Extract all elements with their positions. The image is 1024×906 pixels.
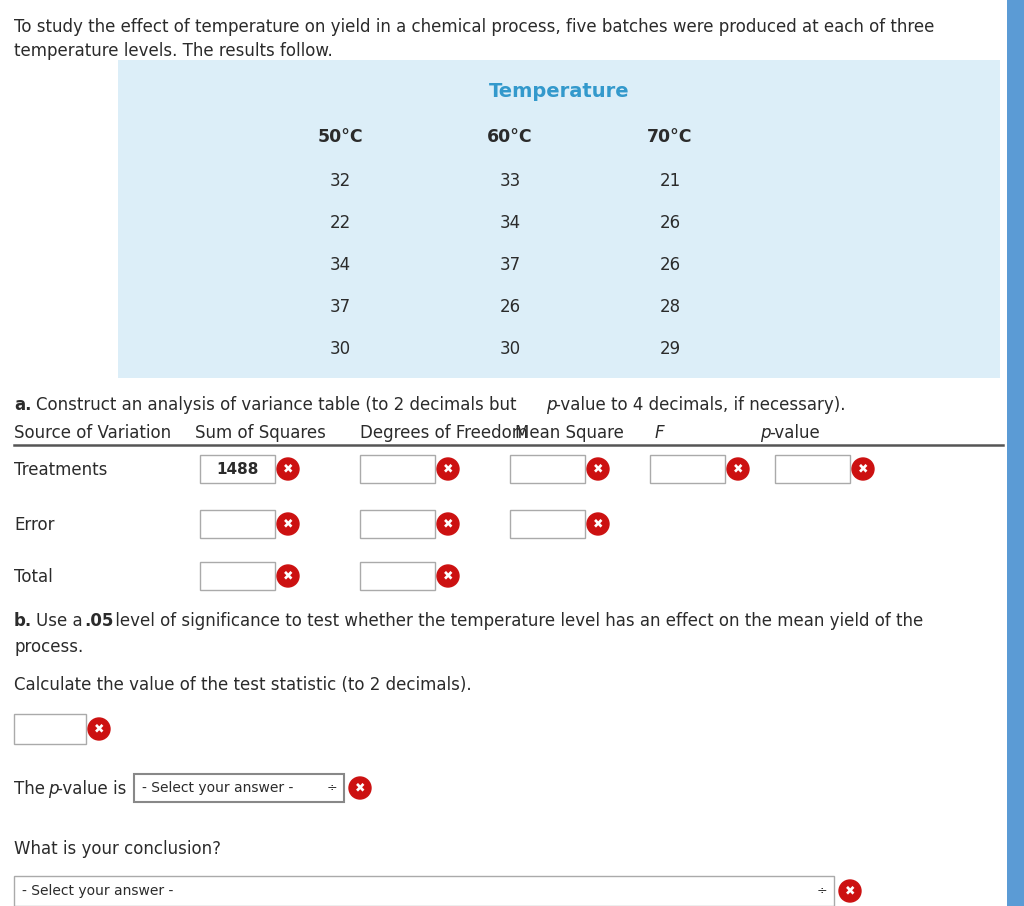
Text: - Select your answer -: - Select your answer -	[22, 884, 173, 898]
Text: ✖: ✖	[593, 517, 603, 531]
Text: 70°C: 70°C	[647, 128, 693, 146]
Circle shape	[278, 565, 299, 587]
Text: 1488: 1488	[216, 461, 259, 477]
Text: -value is: -value is	[57, 780, 126, 798]
Circle shape	[852, 458, 874, 480]
Text: p: p	[546, 396, 556, 414]
Text: ✖: ✖	[94, 722, 104, 736]
Text: F: F	[655, 424, 665, 442]
Circle shape	[839, 880, 861, 902]
Text: 50°C: 50°C	[317, 128, 362, 146]
Text: 22: 22	[330, 214, 350, 232]
Text: 34: 34	[500, 214, 520, 232]
FancyBboxPatch shape	[1007, 0, 1024, 906]
Text: Sum of Squares: Sum of Squares	[195, 424, 326, 442]
Text: Degrees of Freedom: Degrees of Freedom	[360, 424, 528, 442]
Text: 29: 29	[659, 340, 681, 358]
Circle shape	[587, 513, 609, 535]
Text: 60°C: 60°C	[487, 128, 532, 146]
Text: ✖: ✖	[733, 462, 743, 476]
Text: 37: 37	[330, 298, 350, 316]
Text: 33: 33	[500, 172, 520, 190]
Text: 30: 30	[330, 340, 350, 358]
Text: ✖: ✖	[593, 462, 603, 476]
Text: ✖: ✖	[442, 462, 454, 476]
FancyBboxPatch shape	[14, 714, 86, 744]
Text: - Select your answer -: - Select your answer -	[142, 781, 293, 795]
Text: ✖: ✖	[283, 462, 293, 476]
Text: ÷: ÷	[817, 884, 827, 898]
Text: b.: b.	[14, 612, 32, 630]
Text: What is your conclusion?: What is your conclusion?	[14, 840, 221, 858]
Text: ✖: ✖	[283, 570, 293, 583]
Text: ✖: ✖	[354, 782, 366, 795]
FancyBboxPatch shape	[510, 510, 585, 538]
Text: 26: 26	[500, 298, 520, 316]
Circle shape	[587, 458, 609, 480]
FancyBboxPatch shape	[134, 774, 344, 802]
FancyBboxPatch shape	[200, 510, 275, 538]
Text: Total: Total	[14, 568, 53, 586]
Text: 32: 32	[330, 172, 350, 190]
Text: 26: 26	[659, 256, 681, 274]
Text: Construct an analysis of variance table (to 2 decimals but: Construct an analysis of variance table …	[36, 396, 522, 414]
Text: -value: -value	[769, 424, 820, 442]
FancyBboxPatch shape	[360, 455, 435, 483]
Text: ✖: ✖	[442, 570, 454, 583]
Text: To study the effect of temperature on yield in a chemical process, five batches : To study the effect of temperature on yi…	[14, 18, 934, 36]
Text: Mean Square: Mean Square	[515, 424, 624, 442]
Circle shape	[278, 513, 299, 535]
Text: a.: a.	[14, 396, 32, 414]
FancyBboxPatch shape	[200, 562, 275, 590]
Text: .05: .05	[84, 612, 114, 630]
Text: 30: 30	[500, 340, 520, 358]
Text: Calculate the value of the test statistic (to 2 decimals).: Calculate the value of the test statisti…	[14, 676, 472, 694]
Text: p: p	[760, 424, 770, 442]
Text: 26: 26	[659, 214, 681, 232]
Circle shape	[349, 777, 371, 799]
FancyBboxPatch shape	[14, 876, 834, 906]
Text: Use a: Use a	[36, 612, 88, 630]
FancyBboxPatch shape	[360, 562, 435, 590]
Text: level of significance to test whether the temperature level has an effect on the: level of significance to test whether th…	[110, 612, 924, 630]
Text: The: The	[14, 780, 50, 798]
Circle shape	[88, 718, 110, 740]
Circle shape	[437, 565, 459, 587]
FancyBboxPatch shape	[360, 510, 435, 538]
Text: -value to 4 decimals, if necessary).: -value to 4 decimals, if necessary).	[555, 396, 846, 414]
Text: ÷: ÷	[327, 782, 337, 795]
Text: temperature levels. The results follow.: temperature levels. The results follow.	[14, 42, 333, 60]
Text: ✖: ✖	[283, 517, 293, 531]
Text: Temperature: Temperature	[488, 82, 630, 101]
Text: 34: 34	[330, 256, 350, 274]
FancyBboxPatch shape	[118, 60, 1000, 378]
Circle shape	[278, 458, 299, 480]
Text: ✖: ✖	[845, 884, 855, 898]
Text: 21: 21	[659, 172, 681, 190]
FancyBboxPatch shape	[510, 455, 585, 483]
Text: Error: Error	[14, 516, 54, 534]
Text: ✖: ✖	[858, 462, 868, 476]
Circle shape	[437, 513, 459, 535]
FancyBboxPatch shape	[650, 455, 725, 483]
Text: p: p	[48, 780, 58, 798]
Text: 37: 37	[500, 256, 520, 274]
FancyBboxPatch shape	[775, 455, 850, 483]
Circle shape	[727, 458, 749, 480]
Circle shape	[437, 458, 459, 480]
Text: process.: process.	[14, 638, 83, 656]
Text: Source of Variation: Source of Variation	[14, 424, 171, 442]
Text: ✖: ✖	[442, 517, 454, 531]
Text: 28: 28	[659, 298, 681, 316]
FancyBboxPatch shape	[200, 455, 275, 483]
Text: Treatments: Treatments	[14, 461, 108, 479]
